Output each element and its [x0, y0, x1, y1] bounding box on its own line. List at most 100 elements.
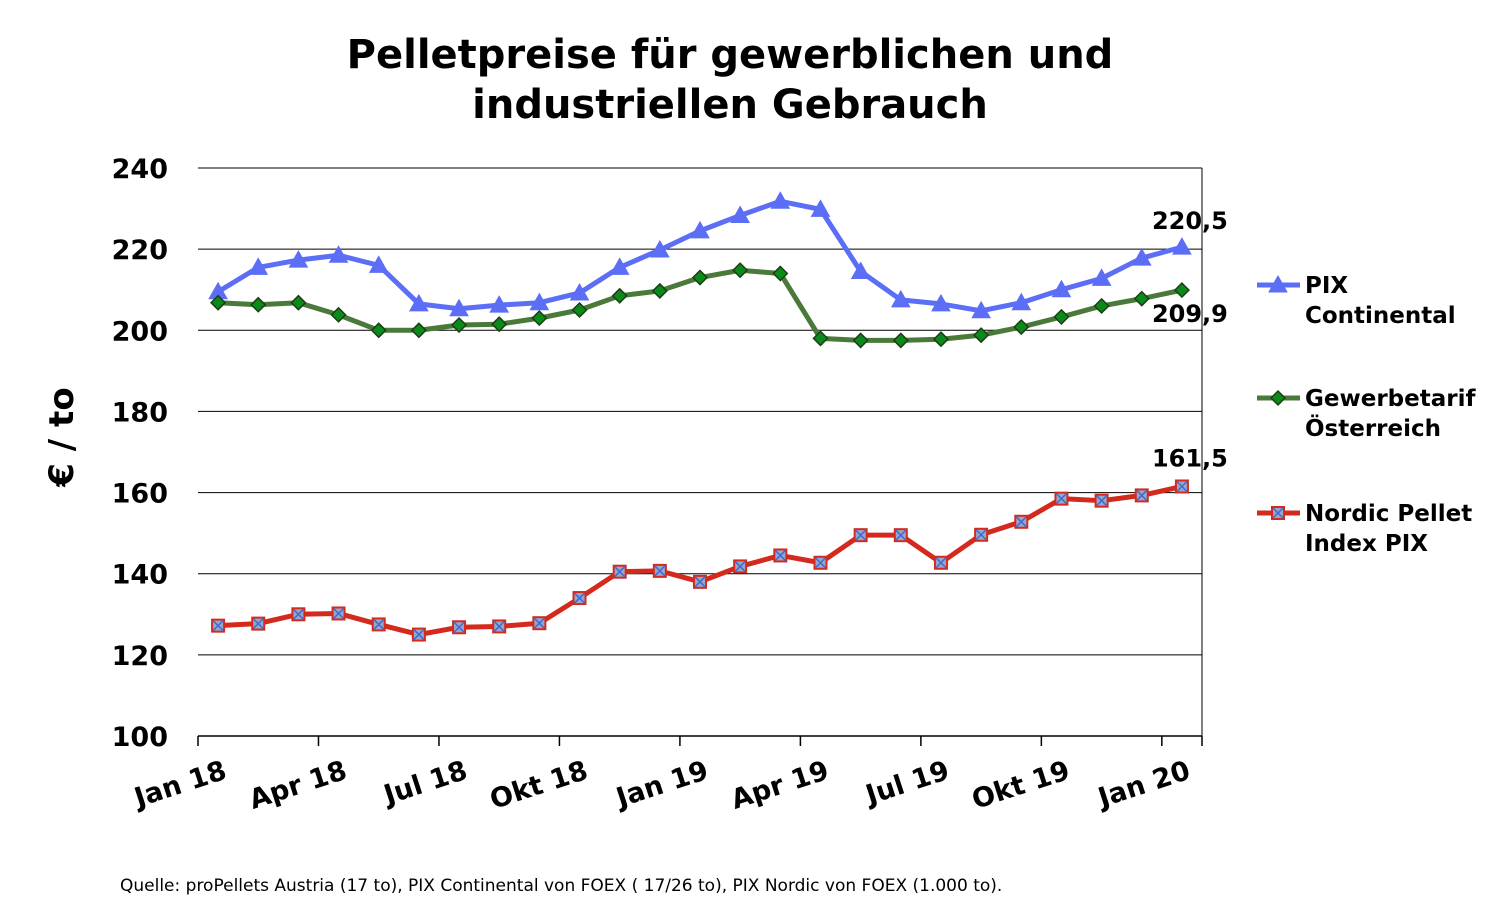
data-point-0-21 — [1051, 279, 1072, 298]
data-point-2-16-cross — [855, 529, 867, 541]
data-point-1-1 — [250, 296, 267, 313]
data-point-0-24 — [1172, 237, 1192, 255]
data-point-2-7-cross — [493, 620, 505, 632]
data-point-1-3 — [330, 306, 347, 323]
data-point-0-4 — [368, 255, 389, 273]
data-point-1-17 — [892, 332, 909, 349]
legend-label-2-0: Nordic Pellet — [1305, 501, 1472, 527]
legend-swatch-marker-2 — [1271, 506, 1285, 520]
data-point-2-20 — [1014, 514, 1029, 529]
legend-label-2-1: Index PIX — [1305, 531, 1428, 557]
data-label-1: 209,9 — [1152, 300, 1228, 328]
data-point-2-2 — [291, 607, 306, 622]
y-tick-200: 200 — [112, 316, 168, 347]
data-point-0-3 — [328, 245, 349, 263]
data-point-1-18 — [932, 331, 950, 348]
data-point-2-14-cross — [774, 549, 786, 561]
data-point-0-8 — [529, 292, 550, 311]
chart-title-line-1: Pelletpreise für gewerblichen und — [346, 32, 1114, 78]
data-label-0: 220,5 — [1152, 207, 1228, 235]
data-point-1-8 — [531, 310, 548, 327]
legend-label-0-1: Continental — [1305, 303, 1456, 329]
data-point-1-24 — [1173, 282, 1190, 299]
data-label-2: 161,5 — [1152, 444, 1228, 472]
data-point-2-9 — [572, 591, 587, 606]
data-point-1-13 — [732, 262, 749, 279]
series-0: 220,5 — [208, 191, 1228, 319]
gridlines — [198, 167, 1202, 656]
data-point-2-23-cross — [1136, 489, 1148, 501]
data-point-0-10 — [609, 257, 630, 275]
series-1: 209,9 — [210, 262, 1228, 349]
data-point-2-3-cross — [333, 607, 345, 620]
data-point-2-0 — [211, 618, 226, 633]
y-tick-160: 160 — [112, 479, 168, 510]
series-group: 220,5 209,9 161,5 — [208, 191, 1228, 642]
x-tick-9: Okt 18 — [486, 755, 591, 816]
data-point-2-8 — [532, 616, 547, 631]
data-point-1-16 — [852, 332, 869, 349]
series-line-0 — [216, 198, 1183, 314]
data-point-0-9 — [569, 282, 590, 301]
legend-swatch-marker-0 — [1268, 274, 1288, 293]
data-point-0-5 — [409, 293, 429, 312]
legend-swatch-marker-2-cross — [1272, 507, 1284, 519]
data-point-0-7 — [489, 295, 510, 313]
data-point-2-10 — [612, 564, 627, 579]
data-point-0-14 — [770, 191, 791, 209]
data-point-1-6 — [450, 316, 468, 334]
data-point-0-17 — [890, 289, 911, 308]
x-tick-0: Jan 18 — [129, 755, 230, 814]
data-point-1-5 — [410, 322, 427, 339]
axes — [197, 168, 1203, 746]
data-point-2-5 — [411, 627, 426, 642]
data-point-2-20-cross — [1015, 516, 1027, 528]
data-point-1-10 — [611, 287, 628, 304]
data-point-1-23 — [1133, 290, 1150, 307]
data-point-2-12 — [693, 574, 707, 589]
x-tick-18: Jul 19 — [860, 755, 953, 812]
data-point-2-4-cross — [373, 618, 385, 630]
data-point-0-1 — [248, 257, 269, 275]
data-point-0-18 — [931, 293, 951, 312]
data-point-0-15 — [810, 199, 831, 217]
chart-title: Pelletpreise für gewerblichen und indust… — [130, 30, 1330, 130]
data-point-1-11 — [651, 282, 668, 299]
data-point-1-21 — [1053, 308, 1070, 325]
data-point-0-11 — [649, 239, 670, 258]
data-point-1-4 — [370, 322, 387, 339]
y-tick-100: 100 — [112, 722, 168, 753]
y-tick-180: 180 — [112, 397, 168, 428]
data-point-2-0-cross — [212, 620, 224, 632]
data-point-0-22 — [1091, 268, 1112, 286]
y-tick-220: 220 — [112, 235, 168, 266]
data-point-0-23 — [1131, 248, 1152, 266]
y-tick-120: 120 — [112, 641, 168, 672]
data-point-2-21-cross — [1055, 493, 1067, 505]
data-point-2-21 — [1054, 491, 1069, 506]
data-point-2-7 — [492, 619, 507, 634]
data-point-2-22 — [1094, 493, 1109, 508]
x-tick-24: Jan 20 — [1093, 755, 1194, 814]
legend-entry-2: Nordic Pellet Index PIX — [1257, 501, 1472, 557]
data-point-1-7 — [491, 316, 508, 333]
data-point-2-8-cross — [533, 617, 545, 629]
data-point-2-18 — [933, 555, 948, 570]
data-point-2-1 — [251, 616, 266, 631]
source-note: Quelle: proPellets Austria (17 to), PIX … — [120, 876, 1003, 896]
legend-label-0-0: PIX — [1305, 273, 1348, 299]
y-axis-label: € / to — [42, 387, 82, 487]
data-point-2-9-cross — [573, 592, 586, 604]
data-point-2-11-cross — [654, 565, 666, 577]
data-point-2-16 — [853, 528, 868, 543]
y-tick-140: 140 — [112, 560, 168, 591]
data-point-1-12 — [691, 269, 709, 286]
data-point-2-13-cross — [734, 560, 746, 572]
data-point-1-15 — [812, 330, 829, 347]
data-point-2-24-cross — [1176, 480, 1188, 493]
data-point-1-0 — [210, 294, 227, 311]
data-point-1-9 — [571, 301, 588, 319]
legend-label-1-0: Gewerbetarif — [1305, 386, 1476, 412]
data-point-0-13 — [730, 205, 751, 223]
